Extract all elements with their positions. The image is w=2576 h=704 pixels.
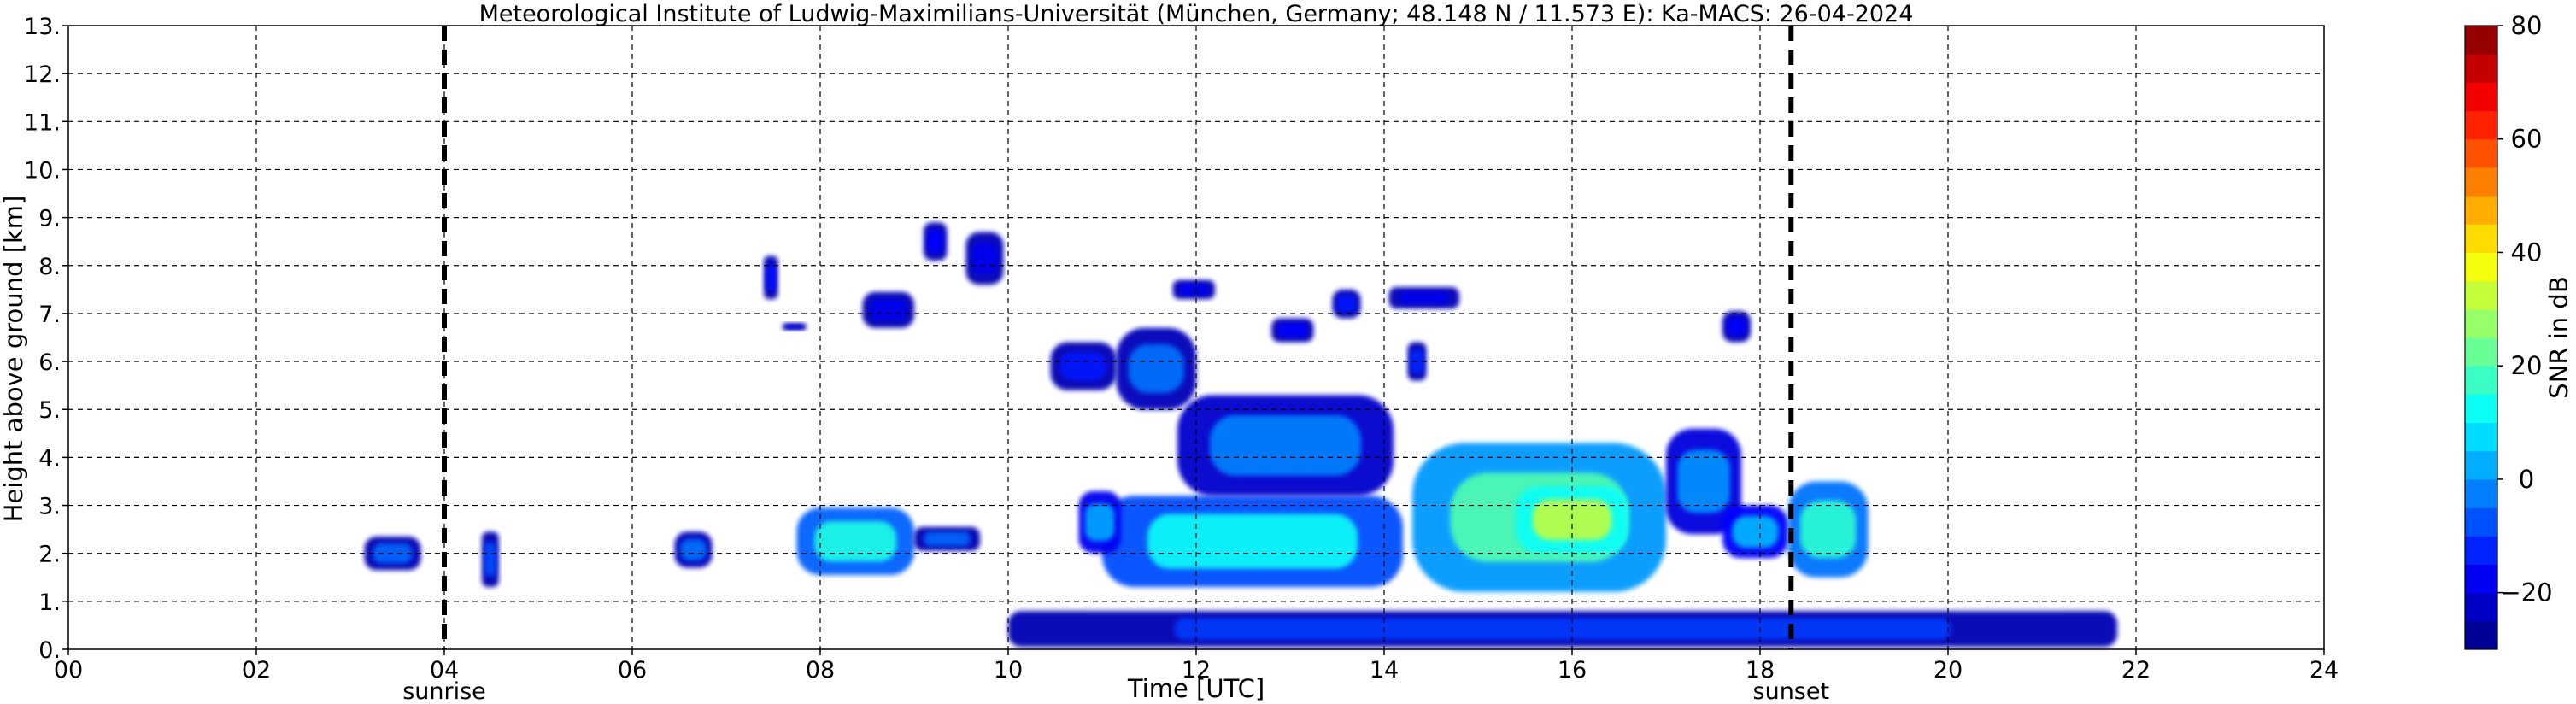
radar-echo-layer <box>364 222 2117 648</box>
echo-region-core <box>766 264 777 290</box>
colorbar-band <box>2465 138 2497 168</box>
echo-region-core <box>927 230 944 254</box>
colorbar-tick-label: 80 <box>2511 11 2543 40</box>
colorbar-band <box>2465 337 2497 367</box>
x-tick-label: 16 <box>1558 657 1587 683</box>
colorbar-band <box>2465 308 2497 338</box>
colorbar-band <box>2465 167 2497 197</box>
colorbar-band <box>2465 252 2497 282</box>
y-axis-label: Height above ground [km] <box>0 196 28 523</box>
y-tick-label: 4. <box>38 445 61 472</box>
x-tick-label: 18 <box>1746 657 1775 683</box>
echo-region-core <box>1147 513 1358 569</box>
colorbar-band <box>2465 224 2497 253</box>
echo-region-core <box>786 324 803 329</box>
chart-title: Meteorological Institute of Ludwig-Maxim… <box>479 1 1914 27</box>
colorbar: −20 0 20 40 60 80 SNR in dB <box>2464 11 2573 650</box>
x-tick-label: 14 <box>1370 657 1399 683</box>
sun-markers <box>442 26 1794 649</box>
colorbar-tick-label: −20 <box>2500 578 2552 607</box>
echo-region-core <box>814 521 897 562</box>
y-tick-label: 0. <box>38 637 61 664</box>
x-tick-label: 00 <box>54 657 83 683</box>
echo-region-core <box>1277 323 1308 337</box>
x-axis: 00 02 04 06 08 10 12 14 16 18 20 22 24 <box>54 649 2338 683</box>
x-tick-label: 08 <box>806 657 835 683</box>
x-tick-label: 22 <box>2121 657 2151 683</box>
y-tick-label: 8. <box>38 254 61 280</box>
echo-region-core <box>1726 317 1747 337</box>
x-tick-label: 10 <box>994 657 1023 683</box>
echo-region-core <box>1532 499 1612 540</box>
echo-region-core <box>1084 503 1115 542</box>
colorbar-band <box>2465 394 2497 424</box>
echo-region-core <box>924 531 971 547</box>
colorbar-ticks: −20 0 20 40 60 80 <box>2497 11 2553 607</box>
x-tick-label: 20 <box>1933 657 1963 683</box>
colorbar-frame <box>2464 25 2498 650</box>
echo-region-core <box>971 242 998 274</box>
x-tick-label: 12 <box>1182 657 1211 683</box>
colorbar-bands <box>2465 26 2497 650</box>
colorbar-tick-label: 40 <box>2511 238 2543 267</box>
colorbar-band <box>2465 110 2497 140</box>
x-axis-label: Time [UTC] <box>1127 674 1265 703</box>
echo-region-core <box>870 299 907 321</box>
annotations: sunrise sunset <box>402 678 1829 704</box>
y-tick-label: 3. <box>38 494 61 520</box>
colorbar-band <box>2465 620 2497 650</box>
colorbar-band <box>2465 366 2497 395</box>
y-tick-label: 1. <box>38 590 61 616</box>
echo-region-core <box>1399 291 1449 305</box>
colorbar-band <box>2465 536 2497 565</box>
x-tick-label: 02 <box>242 657 271 683</box>
echo-region-core <box>1178 284 1209 296</box>
y-tick-label: 6. <box>38 349 61 376</box>
plot-area <box>67 25 2325 650</box>
colorbar-label: SNR in dB <box>2544 276 2573 398</box>
colorbar-band <box>2465 450 2497 480</box>
colorbar-band <box>2465 82 2497 112</box>
colorbar-band <box>2465 26 2497 55</box>
sunset-label: sunset <box>1753 678 1830 704</box>
y-tick-label: 11. <box>24 109 61 136</box>
colorbar-band <box>2465 592 2497 622</box>
colorbar-band <box>2465 478 2497 508</box>
echo-region-core <box>1174 618 1951 640</box>
colorbar-tick-label: 0 <box>2519 465 2534 494</box>
y-axis: 0. 1. 2. 3. 4. 5. 6. 7. 8. 9. 10. 11. 12. 13. <box>24 14 68 664</box>
echo-region-core <box>1209 414 1362 476</box>
echo-region-core <box>1677 449 1730 513</box>
x-tick-label: 06 <box>618 657 647 683</box>
y-tick-label: 5. <box>38 397 61 424</box>
x-tick-label: 24 <box>2309 657 2338 683</box>
y-tick-label: 2. <box>38 542 61 568</box>
colorbar-band <box>2465 196 2497 225</box>
echo-region-core <box>1060 351 1106 381</box>
y-tick-label: 12. <box>24 62 61 88</box>
x-tick-label: 04 <box>430 657 459 683</box>
colorbar-tick-label: 60 <box>2511 125 2543 154</box>
echo-region-core <box>1800 500 1857 559</box>
echo-region-core <box>484 543 496 577</box>
y-tick-label: 7. <box>38 302 61 328</box>
colorbar-band <box>2465 54 2497 83</box>
echo-region-core <box>1128 343 1184 394</box>
echo-region-core <box>1336 295 1357 313</box>
y-tick-label: 13. <box>24 14 61 40</box>
y-tick-label: 10. <box>24 157 61 184</box>
sunrise-label: sunrise <box>402 678 486 704</box>
echo-region-core <box>680 538 707 561</box>
colorbar-band <box>2465 507 2497 537</box>
colorbar-band <box>2465 564 2497 594</box>
echo-region-core <box>1732 515 1779 548</box>
colorbar-tick-label: 20 <box>2511 351 2543 380</box>
colorbar-band <box>2465 280 2497 310</box>
y-tick-label: 9. <box>38 206 61 232</box>
colorbar-band <box>2465 422 2497 452</box>
